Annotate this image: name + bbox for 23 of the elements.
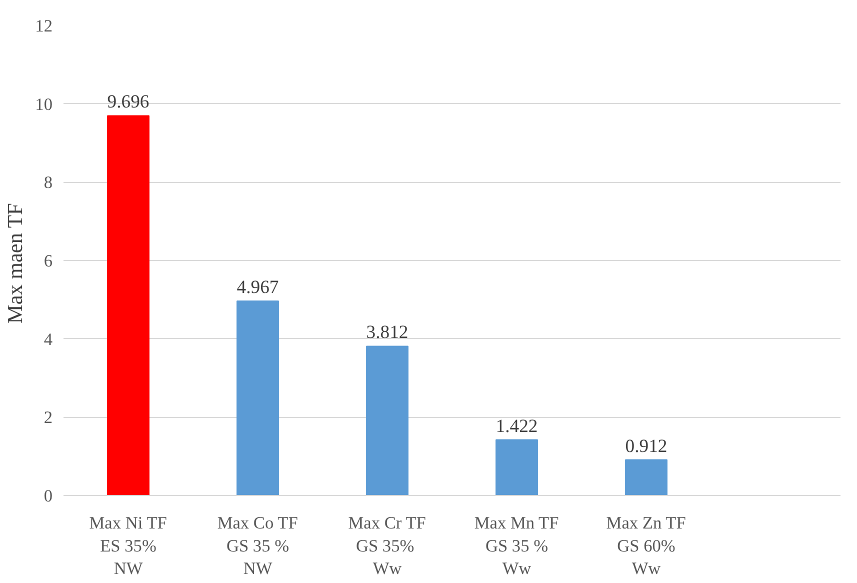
y-axis-title: Max maen TF <box>3 202 28 324</box>
bar <box>496 439 538 496</box>
y-tick-label: 4 <box>44 330 53 349</box>
x-tick-label: Max Zn TF GS 60% Ww <box>606 514 686 578</box>
bar <box>625 459 668 496</box>
y-tick-label: 0 <box>44 486 53 506</box>
data-label: 4.967 <box>236 276 279 298</box>
data-label: 1.422 <box>496 416 538 437</box>
x-tick-label: Max Cr TF GS 35% Ww <box>348 514 426 578</box>
x-tick-label: Max Mn TF GS 35 % Ww <box>474 514 560 578</box>
bar <box>366 346 408 496</box>
x-tick-label: Max Ni TF ES 35% NW <box>89 514 168 578</box>
y-tick-label: 8 <box>44 173 53 192</box>
x-tick-label: Max Co TF GS 35 % NW <box>217 514 298 578</box>
data-label: 0.912 <box>625 436 668 457</box>
data-label: 3.812 <box>366 322 408 344</box>
bar <box>107 115 150 496</box>
y-tick-label: 2 <box>44 408 53 428</box>
bar <box>236 300 279 496</box>
y-tick-label: 10 <box>35 94 52 114</box>
y-tick-label: 12 <box>35 16 52 36</box>
data-label: 9.696 <box>107 92 150 113</box>
y-tick-label: 6 <box>44 252 53 270</box>
